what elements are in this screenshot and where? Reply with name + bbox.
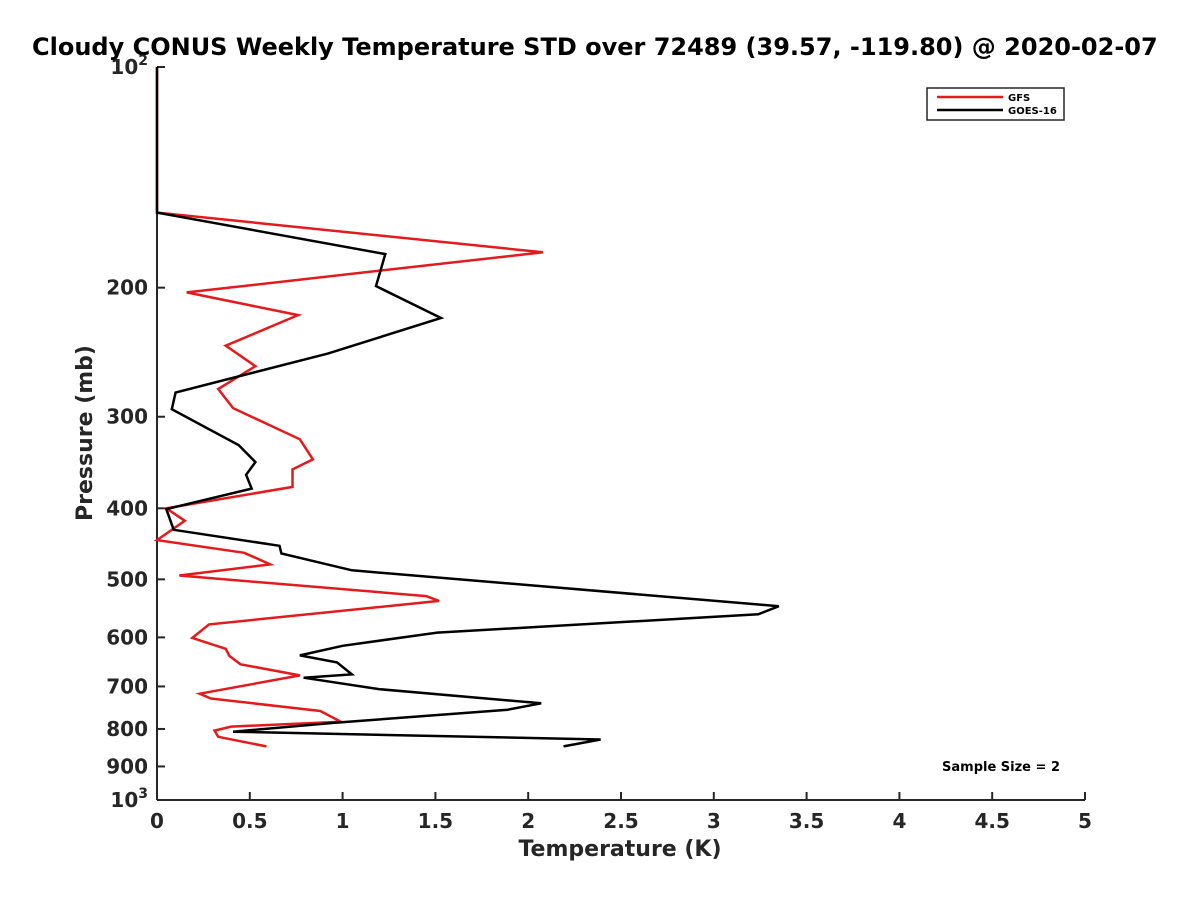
x-tick-label: 1.5 (418, 809, 453, 833)
x-tick-label: 2 (521, 809, 535, 833)
y-ticks: 102 200 300 400 500 600 700 800 900 103 (106, 53, 165, 812)
y-tick-label: 102 (110, 53, 148, 79)
legend-label-goes-16: GOES-16 (1008, 106, 1057, 117)
x-ticks: 0 0.5 1 1.5 2 2.5 3 3.5 4 4.5 5 (150, 792, 1092, 833)
plot-axes (156, 67, 1085, 801)
x-tick-label: 0 (150, 809, 164, 833)
legend-label-gfs: GFS (1008, 93, 1030, 104)
x-tick-label: 3.5 (789, 809, 824, 833)
legend: GFS GOES-16 (926, 87, 1065, 121)
y-tick-label: 900 (106, 754, 148, 778)
y-tick-label: 800 (106, 717, 148, 741)
legend-box (926, 87, 1065, 121)
y-tick-label: 103 (110, 786, 148, 812)
series-line-goes-16 (155, 67, 780, 748)
x-tick-label: 5 (1078, 809, 1092, 833)
x-tick-label: 2.5 (603, 809, 638, 833)
series-line-gfs (153, 67, 544, 748)
y-tick-label: 300 (106, 405, 148, 429)
sample-size-annotation: Sample Size = 2 (942, 760, 1060, 775)
x-tick-label: 0.5 (232, 809, 267, 833)
x-axis-label: Temperature (K) (518, 837, 721, 862)
y-tick-label: 500 (106, 567, 148, 591)
x-tick-label: 3 (707, 809, 721, 833)
y-tick-label: 400 (106, 496, 148, 520)
chart-title: Cloudy CONUS Weekly Temperature STD over… (32, 33, 1158, 61)
y-tick-label: 600 (106, 625, 148, 649)
x-tick-label: 4.5 (974, 809, 1009, 833)
y-tick-label: 700 (106, 674, 148, 698)
series-layer (153, 67, 780, 748)
y-tick-label: 200 (106, 276, 148, 300)
x-tick-label: 1 (336, 809, 350, 833)
y-axis-label: Pressure (mb) (73, 345, 98, 521)
x-tick-label: 4 (892, 809, 906, 833)
